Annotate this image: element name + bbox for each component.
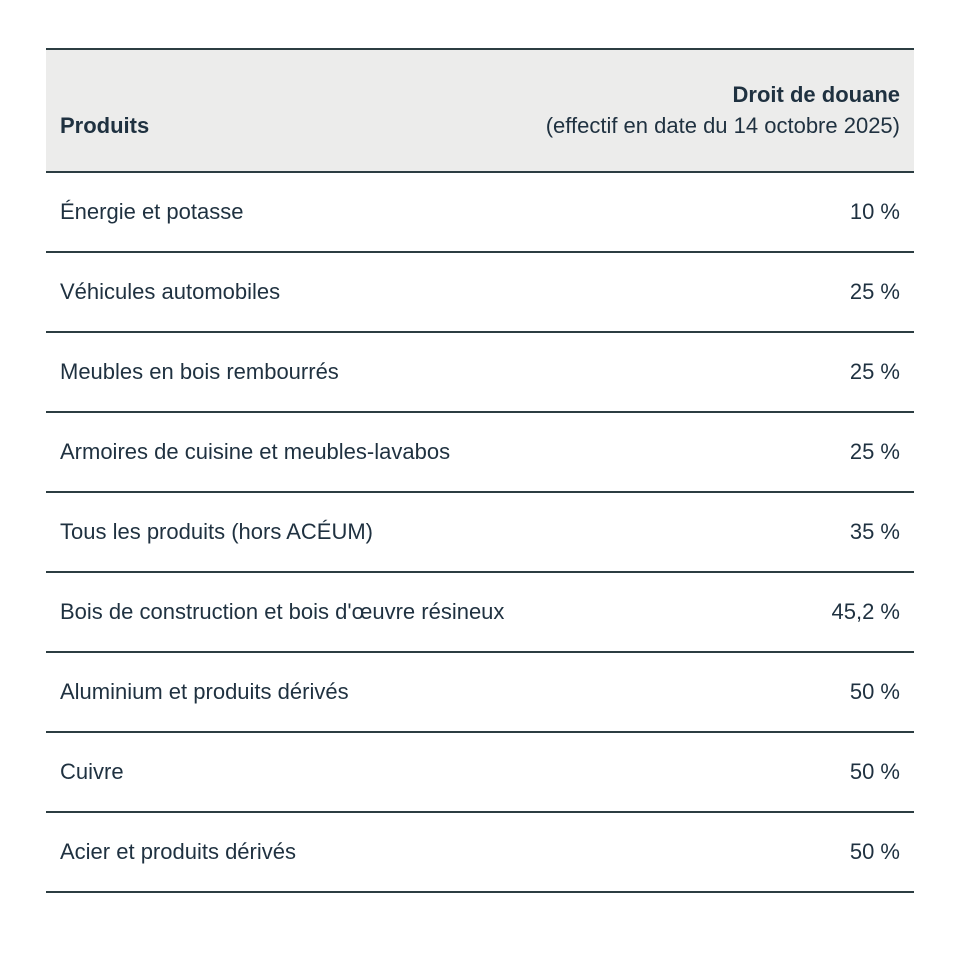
table-row: Armoires de cuisine et meubles-lavabos 2… bbox=[46, 413, 914, 493]
tariff-table: Produits Droit de douane (effectif en da… bbox=[46, 48, 914, 893]
header-tariff-title: Droit de douane bbox=[732, 82, 900, 107]
product-name: Cuivre bbox=[60, 759, 124, 784]
product-name: Véhicules automobiles bbox=[60, 279, 281, 304]
product-name: Aluminium et produits dérivés bbox=[60, 679, 349, 704]
product-name: Tous les produits (hors ACÉUM) bbox=[60, 519, 373, 544]
table-row: Cuivre 50 % bbox=[46, 733, 914, 813]
header-tariff-label: Droit de douane (effectif en date du 14 … bbox=[546, 79, 900, 141]
product-name: Bois de construction et bois d'œuvre rés… bbox=[60, 599, 505, 624]
header-tariff-effective-date: (effectif en date du 14 octobre 2025) bbox=[545, 113, 900, 138]
table-body: Énergie et potasse 10 % Véhicules automo… bbox=[46, 173, 914, 893]
header-products-label: Produits bbox=[60, 113, 150, 138]
tariff-value: 25 % bbox=[849, 359, 900, 384]
tariff-value: 25 % bbox=[849, 279, 900, 304]
tariff-value: 25 % bbox=[849, 439, 900, 464]
table-row: Véhicules automobiles 25 % bbox=[46, 253, 914, 333]
table-row: Acier et produits dérivés 50 % bbox=[46, 813, 914, 893]
product-name: Acier et produits dérivés bbox=[60, 839, 296, 864]
tariff-value: 10 % bbox=[849, 199, 900, 224]
tariff-value: 50 % bbox=[849, 679, 900, 704]
table-header: Produits Droit de douane (effectif en da… bbox=[46, 48, 914, 173]
tariff-value: 45,2 % bbox=[831, 599, 901, 624]
table-row: Tous les produits (hors ACÉUM) 35 % bbox=[46, 493, 914, 573]
product-name: Armoires de cuisine et meubles-lavabos bbox=[60, 439, 451, 464]
tariff-value: 50 % bbox=[849, 759, 900, 784]
tariff-value: 50 % bbox=[849, 839, 900, 864]
product-name: Meubles en bois rembourrés bbox=[60, 359, 339, 384]
tariff-value: 35 % bbox=[849, 519, 900, 544]
table-row: Aluminium et produits dérivés 50 % bbox=[46, 653, 914, 733]
table-row: Meubles en bois rembourrés 25 % bbox=[46, 333, 914, 413]
table-row: Bois de construction et bois d'œuvre rés… bbox=[46, 573, 914, 653]
table-row: Énergie et potasse 10 % bbox=[46, 173, 914, 253]
product-name: Énergie et potasse bbox=[60, 199, 244, 224]
